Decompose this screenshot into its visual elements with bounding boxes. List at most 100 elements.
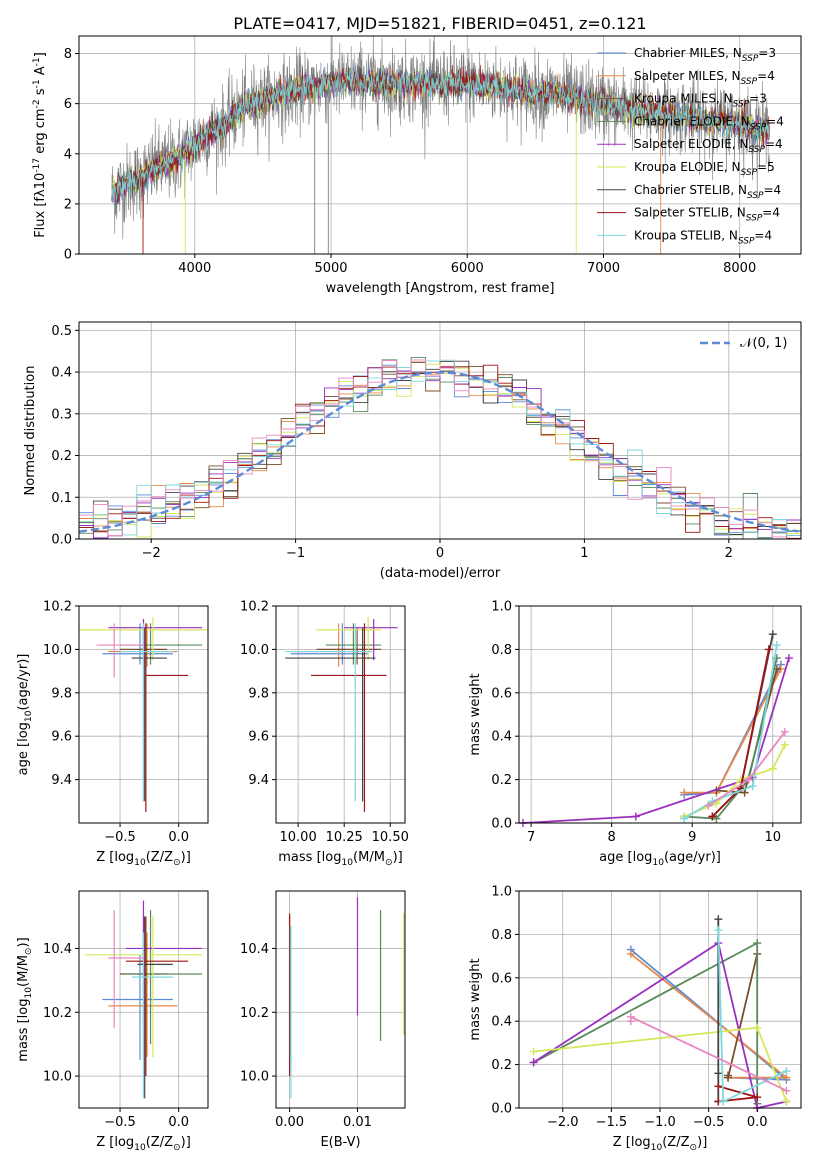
kroupa-stelib-weight-line [683, 644, 778, 820]
histograms [78, 356, 801, 540]
errorbar-point [344, 619, 398, 661]
legend-label: Chabrier ELODIE, NSSP=4 [634, 114, 784, 132]
x-tick-label: 1 [580, 546, 588, 561]
y-tick-label: 9.4 [51, 773, 72, 788]
x-axis-label: mass [log10​(M/M⊙​)] [278, 850, 402, 868]
plus-marker [764, 645, 773, 654]
y-tick-label: 0.5 [51, 324, 72, 339]
age_vs_mass-axes: 10.00 10.25 10.50 9.4 9.6 9.8 10.0 10.2 mass [lo… [240, 600, 409, 869]
plus-marker [714, 926, 723, 935]
plus-marker [753, 1023, 762, 1032]
errorbar-point [131, 627, 167, 802]
y-tick-label: 0.0 [51, 533, 72, 548]
plus-marker [714, 1082, 723, 1091]
chabrier-elodie-weight-line [684, 657, 778, 820]
age_vs_mass-points [285, 616, 398, 813]
plus-marker [714, 1069, 723, 1078]
plus-marker [704, 801, 713, 810]
plus-marker [529, 1047, 538, 1056]
gaussian-curve [78, 371, 799, 533]
y-axis-label: mass [log10​(M/M⊙​)] [16, 937, 34, 1061]
plus-marker [744, 775, 753, 784]
x-tick-label: 0.0 [168, 1115, 189, 1130]
y-axis-label: mass weight [468, 958, 483, 1040]
x-tick-label: 10.00 [280, 830, 317, 845]
kroupa-miles-weight-line [727, 953, 759, 1078]
salpeter-elodie-weight-line [522, 657, 790, 824]
plus-marker [714, 915, 723, 924]
y-tick-label: 0 [64, 248, 72, 263]
x-axis-label: E(B-V) [320, 1135, 360, 1150]
spectrum-lines [111, 36, 770, 254]
legend-label: Salpeter STELIB, NSSP=4 [634, 206, 780, 224]
plus-marker [782, 1097, 791, 1106]
errorbar-point [316, 627, 382, 665]
plus-marker [780, 727, 789, 736]
y-axis-label: Flux [fλ10-17​ erg cm-2​ s-1​ A-1​] [32, 52, 48, 238]
x-tick-label: 0.0 [747, 1115, 768, 1130]
y-tick-label: 10.0 [240, 643, 269, 658]
plus-marker [772, 641, 781, 650]
legend-label: 𝒩(0, 1) [740, 336, 787, 351]
x-tick-label: −2 [142, 546, 161, 561]
y-tick-label: 1.0 [491, 600, 512, 615]
spectrum-title: PLATE=0417, MJD=51821, FIBERID=0451, z=0… [233, 14, 646, 33]
spectrum-axes: 4000 5000 6000 7000 8000 0 2 4 6 8 wavelength [Ang… [32, 35, 802, 296]
weight_vs_Z-axes: −2.0 −1.5 −1.0 −0.5 0.0 0.0 0.2 0.4 0.6 0.8 1.0 Z [… [468, 885, 802, 1153]
plus-marker [768, 764, 777, 773]
plus-marker [712, 814, 721, 823]
errorbar-point [120, 623, 173, 802]
age_vs_mass-frame [275, 605, 406, 824]
weight_vs_age-lines [519, 630, 793, 827]
x-axis-label: Z [log10​(Z/Z⊙​)] [613, 1135, 708, 1153]
plus-marker [631, 812, 640, 821]
errorbar-point [96, 623, 144, 678]
age_vs_Z-axes: −0.5 0.0 9.4 9.6 9.8 10.0 10.2 Z [log10​(Z/Z⊙​)… [16, 600, 209, 868]
y-tick-label: 1.0 [491, 885, 512, 900]
x-axis-label: Z [log10​(Z/Z⊙​)] [96, 1135, 191, 1153]
weight_vs_Z-lines [529, 915, 791, 1112]
weight_vs_age-axes: 7 8 9 10 0.0 0.2 0.4 0.6 0.8 1.0 age [log10​(age/y… [468, 600, 802, 868]
x-tick-label: 0 [436, 546, 444, 561]
plus-marker [719, 1097, 728, 1106]
y-tick-label: 0.2 [51, 449, 72, 464]
y-tick-label: 10.2 [43, 600, 72, 615]
legend-label: Chabrier STELIB, NSSP=4 [634, 183, 781, 201]
plus-marker [753, 1093, 762, 1102]
legend-label: Salpeter MILES, NSSP=4 [634, 69, 775, 87]
mass_vs_EBV-frame [275, 890, 406, 1109]
errorbar-point [125, 916, 189, 1077]
errorbar-point [102, 954, 173, 1061]
x-tick-label: 6000 [451, 261, 484, 276]
y-tick-label: 4 [64, 147, 72, 162]
y-tick-label: 0.0 [491, 817, 512, 832]
y-tick-label: 0.0 [491, 1102, 512, 1117]
y-tick-label: 0.1 [51, 491, 72, 506]
plus-marker [748, 782, 757, 791]
y-tick-label: 8 [64, 47, 72, 62]
mass_vs_EBV-points [288, 897, 405, 1099]
y-tick-label: 9.8 [51, 686, 72, 701]
mass_vs_EBV-axes: 0.00 0.01 10.0 10.2 10.4 E(B-V) [240, 890, 406, 1150]
y-tick-label: 10.4 [240, 942, 269, 957]
x-tick-label: 8000 [723, 261, 756, 276]
x-tick-label: 4000 [178, 261, 211, 276]
y-tick-label: 0.4 [51, 366, 72, 381]
x-tick-label: 7 [527, 830, 535, 845]
y-tick-label: 0.8 [491, 643, 512, 658]
y-tick-label: 10.2 [43, 1006, 72, 1021]
y-tick-label: 0.6 [491, 686, 512, 701]
residuals-axes: −2 −1 0 1 2 0.0 0.1 0.2 0.3 0.4 0.5 (data-model)/er… [23, 321, 802, 581]
y-tick-label: 10.2 [240, 1006, 269, 1021]
x-tick-label: 7000 [587, 261, 620, 276]
x-tick-label: 9 [688, 830, 696, 845]
errorbar-point [316, 616, 382, 661]
salpeter-elodie-weight-line [533, 941, 787, 1110]
y-tick-label: 0.4 [491, 730, 512, 745]
y-axis-label: mass weight [468, 673, 483, 755]
errorbar-point [131, 932, 173, 1099]
errorbar-point [285, 623, 372, 802]
y-tick-label: 9.8 [248, 686, 269, 701]
x-tick-label: −0.5 [104, 1115, 136, 1130]
